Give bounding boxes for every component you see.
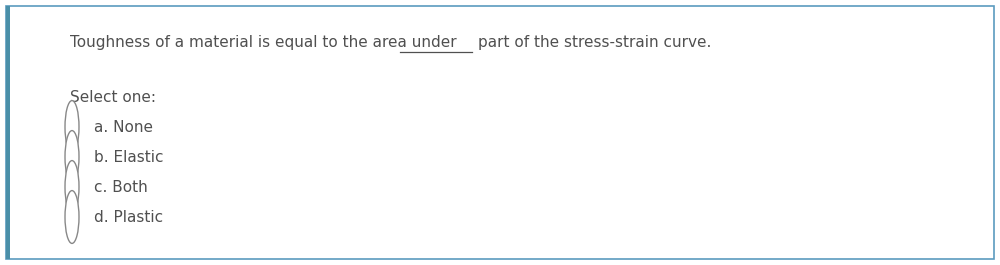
Text: part of the stress-strain curve.: part of the stress-strain curve. — [478, 35, 711, 50]
Ellipse shape — [65, 131, 79, 183]
Bar — [6, 6, 10, 259]
Ellipse shape — [65, 161, 79, 213]
Text: b. Elastic: b. Elastic — [94, 149, 164, 165]
Text: Toughness of a material is equal to the area under: Toughness of a material is equal to the … — [70, 35, 457, 50]
Text: Select one:: Select one: — [70, 90, 156, 105]
Text: c. Both: c. Both — [94, 179, 148, 195]
Text: d. Plastic: d. Plastic — [94, 210, 163, 224]
Ellipse shape — [65, 191, 79, 244]
Text: a. None: a. None — [94, 120, 153, 135]
Ellipse shape — [65, 101, 79, 153]
